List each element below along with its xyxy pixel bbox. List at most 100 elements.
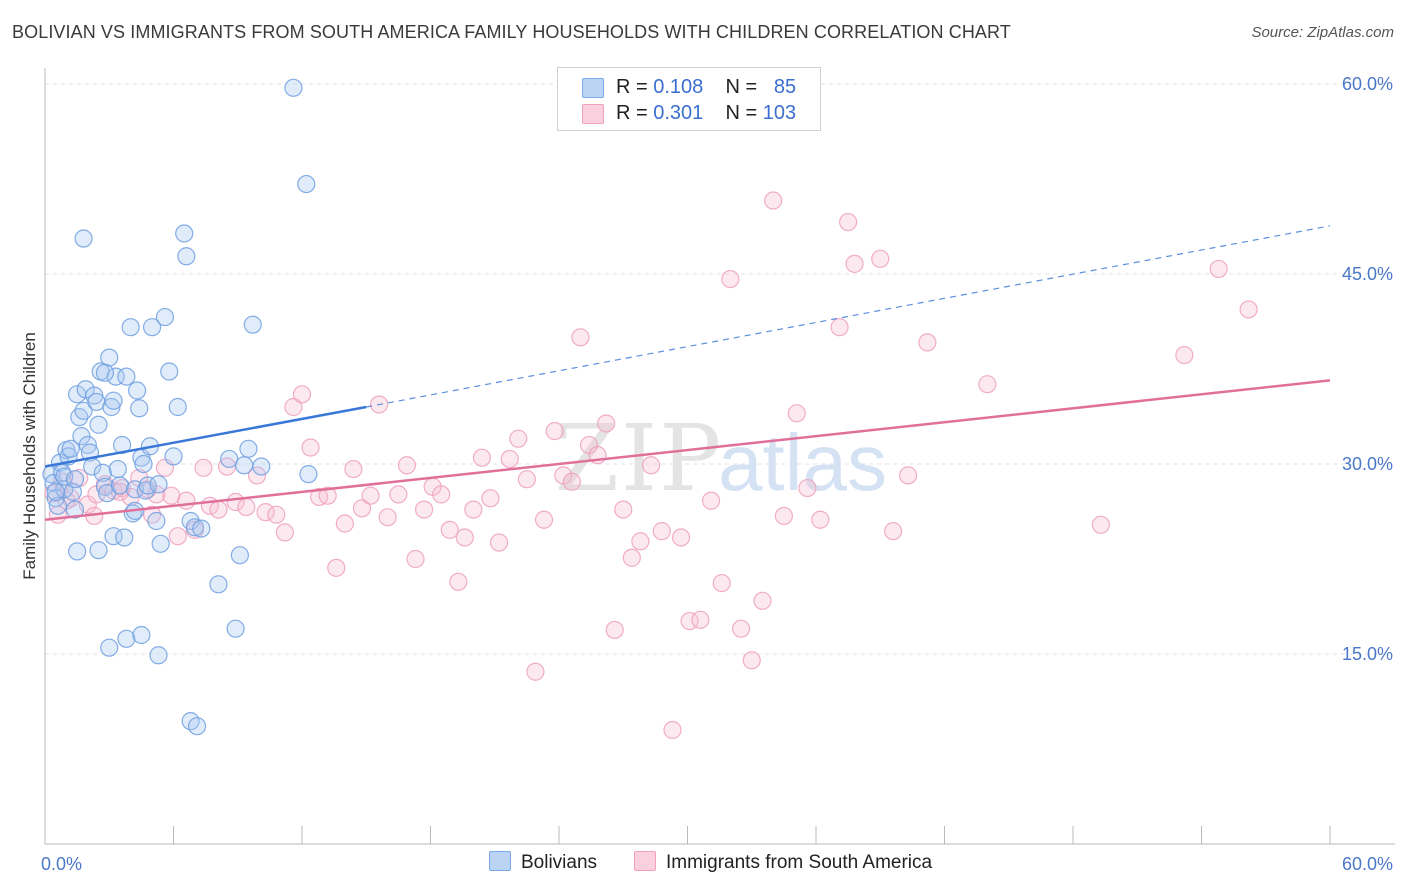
legend-swatch-pink: [582, 104, 604, 124]
immigrants-point-26: [267, 505, 286, 524]
immigrants-point-32: [318, 486, 337, 505]
immigrants-point-58: [545, 421, 564, 441]
watermark-atlas: atlas: [718, 418, 887, 507]
immigrants-point-36: [352, 499, 372, 518]
x-tick-label-0: 0.0%: [41, 854, 82, 874]
bolivians-point-53: [175, 224, 194, 243]
immigrants-point-55: [517, 470, 536, 489]
legend-n-label: N =: [725, 102, 758, 124]
y-tick-label-0: 15.0%: [1342, 644, 1393, 664]
immigrants-point-16: [177, 491, 196, 510]
bolivians-point-57: [209, 575, 228, 594]
immigrants-point-78: [731, 619, 751, 638]
legend-n-value-immigrants: 103: [762, 102, 797, 124]
immigrants-point-70: [652, 522, 671, 541]
immigrants-point-57: [534, 510, 554, 529]
immigrants-point-87: [839, 212, 858, 232]
bolivians-point-27: [100, 348, 119, 367]
immigrants-point-75: [701, 491, 721, 510]
bolivians-point-46: [147, 511, 166, 531]
bolivians-point-51: [164, 447, 183, 466]
immigrants-point-77: [721, 269, 740, 289]
bolivians-point-11: [65, 500, 85, 519]
bolivians-point-81: [65, 470, 85, 489]
y-tick-label-1: 30.0%: [1342, 454, 1393, 474]
series-immigrants-points: [44, 191, 1258, 740]
y-axis-title: Family Households with Children: [20, 332, 39, 580]
immigrants-point-95: [1175, 345, 1194, 365]
legend-swatch-pink: [634, 851, 656, 871]
bolivians-point-14: [72, 427, 91, 446]
bolivians-point-67: [299, 465, 318, 484]
immigrants-point-53: [500, 449, 519, 469]
immigrants-point-28: [284, 397, 303, 417]
bolivians-point-74: [132, 625, 151, 645]
chart-title: BOLIVIAN VS IMMIGRANTS FROM SOUTH AMERIC…: [12, 22, 1011, 42]
bolivians-point-3: [48, 496, 67, 515]
bolivians-point-49: [155, 307, 175, 327]
y-tick-labels: 15.0% 30.0% 45.0% 60.0%: [1342, 74, 1393, 664]
immigrants-point-52: [489, 533, 509, 552]
immigrants-point-24: [247, 466, 267, 485]
immigrants-point-84: [798, 478, 817, 498]
immigrants-point-64: [597, 414, 616, 433]
immigrants-point-50: [472, 448, 491, 467]
bolivians-point-9: [61, 439, 80, 458]
immigrants-point-61: [571, 328, 590, 347]
bolivians-point-47: [149, 475, 168, 494]
immigrants-point-46: [440, 520, 459, 539]
bolivians-point-31: [108, 459, 127, 479]
immigrants-point-93: [978, 375, 997, 394]
immigrants-point-40: [389, 485, 408, 504]
immigrants-point-97: [1239, 300, 1258, 319]
axes: [44, 68, 1395, 845]
immigrants-point-48: [455, 528, 474, 547]
bolivians-point-68: [68, 542, 87, 561]
immigrants-point-33: [327, 558, 346, 577]
bolivians-point-41: [134, 454, 153, 474]
bolivians-point-24: [93, 463, 112, 482]
immigrants-point-41: [397, 456, 417, 475]
grid-lines: [45, 83, 1390, 655]
watermark: ZIP atlas: [555, 405, 887, 512]
legend-label-bolivians: Bolivians: [521, 852, 598, 873]
bolivians-point-30: [106, 367, 125, 386]
immigrants-point-37: [361, 486, 380, 505]
bolivians-point-63: [243, 315, 262, 334]
trend-lines: [44, 225, 1331, 521]
bolivians-point-78: [74, 229, 93, 248]
immigrants-point-43: [414, 500, 434, 519]
immigrants-trend-line: [44, 379, 1331, 521]
bolivians-point-72: [100, 638, 119, 657]
bolivians-point-82: [95, 363, 115, 382]
bolivians-point-59: [226, 619, 245, 638]
bolivians-point-56: [185, 518, 205, 537]
immigrants-point-92: [918, 333, 937, 352]
bolivians-point-50: [160, 362, 179, 381]
bolivians-point-73: [117, 629, 136, 648]
bolivians-point-39: [130, 399, 149, 418]
immigrants-point-69: [641, 456, 661, 475]
bolivians-trend-dashed: [366, 225, 1331, 408]
immigrants-point-81: [764, 191, 783, 210]
bolivians-point-22: [89, 415, 108, 434]
immigrants-point-35: [344, 459, 363, 479]
immigrants-point-90: [883, 522, 903, 541]
immigrants-point-91: [898, 466, 918, 485]
series-bolivians-points: [42, 78, 318, 736]
immigrants-point-76: [712, 573, 731, 593]
immigrants-point-86: [830, 318, 849, 337]
bolivians-point-77: [187, 717, 207, 736]
legend-r-value-bolivians: 0.108: [653, 76, 704, 98]
immigrants-point-49: [464, 500, 483, 519]
immigrants-point-80: [753, 591, 772, 610]
immigrants-point-34: [335, 514, 354, 533]
bolivians-point-17: [78, 435, 97, 455]
bolivians-point-84: [192, 519, 211, 538]
immigrants-point-89: [871, 249, 890, 268]
legend-swatch-blue: [582, 78, 604, 98]
bolivians-point-52: [168, 397, 187, 417]
y-tick-label-2: 45.0%: [1342, 264, 1393, 284]
immigrants-point-15: [168, 527, 187, 546]
bolivians-point-64: [252, 457, 271, 476]
